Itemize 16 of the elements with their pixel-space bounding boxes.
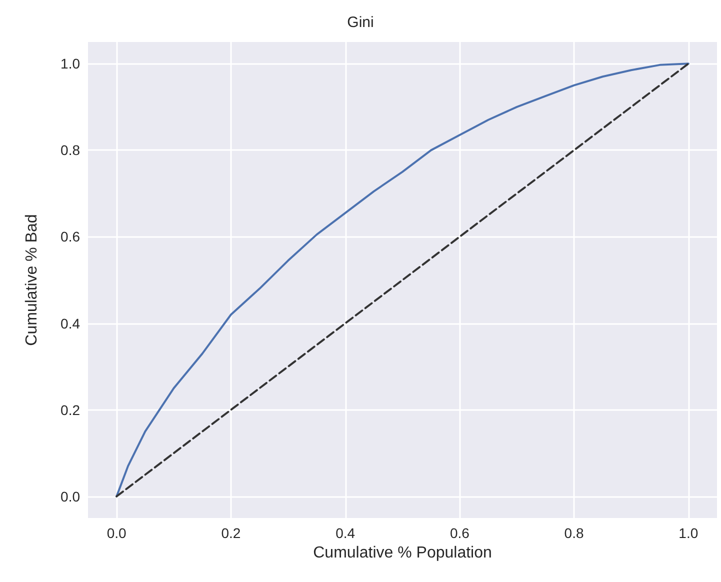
x-tick-label: 0.0 <box>106 525 127 541</box>
y-tick-label: 0.8 <box>60 142 80 158</box>
y-tick-label: 0.4 <box>60 315 80 332</box>
x-tick-label: 0.2 <box>221 525 241 541</box>
x-tick-label: 0.8 <box>564 525 584 541</box>
y-axis-title: Cumulative % Bad <box>24 214 40 346</box>
chart-title: Gini <box>347 14 374 31</box>
y-tick-label: 0.0 <box>60 488 80 504</box>
line-series <box>116 62 690 498</box>
y-tick-label: 0.2 <box>60 402 80 418</box>
x-tick-label: 1.0 <box>678 525 698 541</box>
y-tick-label: 0.6 <box>60 228 80 245</box>
x-axis-title: Cumulative % Population <box>313 544 492 562</box>
x-tick-label: 0.4 <box>336 525 356 541</box>
x-tick-label: 0.6 <box>450 525 470 541</box>
y-tick-label: 1.0 <box>60 56 80 72</box>
